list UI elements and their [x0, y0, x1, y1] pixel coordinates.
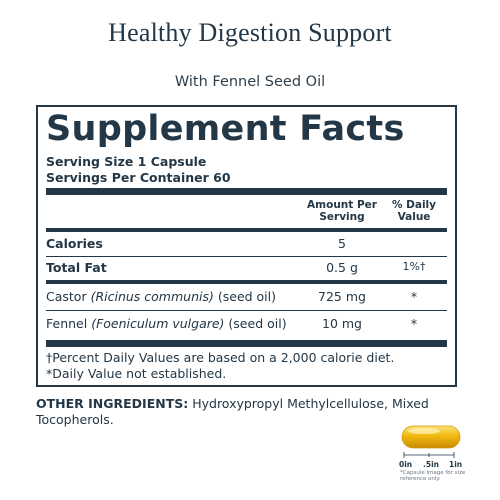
row-label-calories: Calories	[46, 236, 103, 251]
section-divider	[46, 280, 447, 284]
other-ingredients: OTHER INGREDIENTS: Hydroxypropyl Methylc…	[36, 396, 466, 428]
capsule-size-reference: 0in .5in 1in *Capsule image for size ref…	[394, 420, 494, 500]
header-divider	[46, 228, 447, 232]
footnote-dv-not-established: *Daily Value not established.	[46, 366, 227, 381]
row-amount-castor: 725 mg	[318, 289, 366, 304]
footnote-percent-dv: †Percent Daily Values are based on a 2,0…	[46, 350, 395, 365]
row-amount-fennel: 10 mg	[322, 316, 362, 331]
supplement-facts-panel: Supplement Facts Serving Size 1 Capsule …	[36, 105, 457, 387]
page-title: Healthy Digestion Support	[108, 18, 392, 47]
row-divider	[46, 256, 447, 257]
row-dv-fennel: *	[410, 316, 418, 331]
serving-size: Serving Size 1 Capsule	[46, 154, 207, 169]
capsule-icon	[401, 425, 461, 458]
row-divider	[46, 310, 447, 311]
row-label-castor: Castor (Ricinus communis) (seed oil)	[46, 289, 277, 304]
daily-value-header: % Daily Value	[391, 199, 437, 223]
other-ingredients-text: Hydroxypropyl Methylcellulose, Mixed Toc…	[36, 396, 429, 427]
facts-title: Supplement Facts	[46, 109, 405, 149]
amount-per-serving-header: Amount Per Serving	[307, 199, 377, 223]
scale-label-half-in: .5in	[423, 460, 439, 469]
row-dv-total-fat: 1%†	[402, 260, 426, 273]
page-subtitle: With Fennel Seed Oil	[174, 74, 326, 90]
thick-divider	[46, 188, 447, 195]
servings-per-container: Servings Per Container 60	[46, 170, 231, 185]
capsule-caption: *Capsule image for size reference only.	[400, 470, 466, 482]
scale-label-1in: 1in	[449, 460, 463, 469]
row-amount-calories: 5	[338, 236, 346, 251]
other-ingredients-label: OTHER INGREDIENTS:	[36, 396, 189, 411]
row-label-total-fat: Total Fat	[46, 260, 107, 275]
row-dv-castor: *	[410, 289, 418, 304]
thick-divider-bottom	[46, 340, 447, 347]
scale-label-0in: 0in	[399, 460, 413, 469]
row-label-fennel: Fennel (Foeniculum vulgare) (seed oil)	[46, 316, 287, 331]
row-amount-total-fat: 0.5 g	[326, 260, 358, 275]
